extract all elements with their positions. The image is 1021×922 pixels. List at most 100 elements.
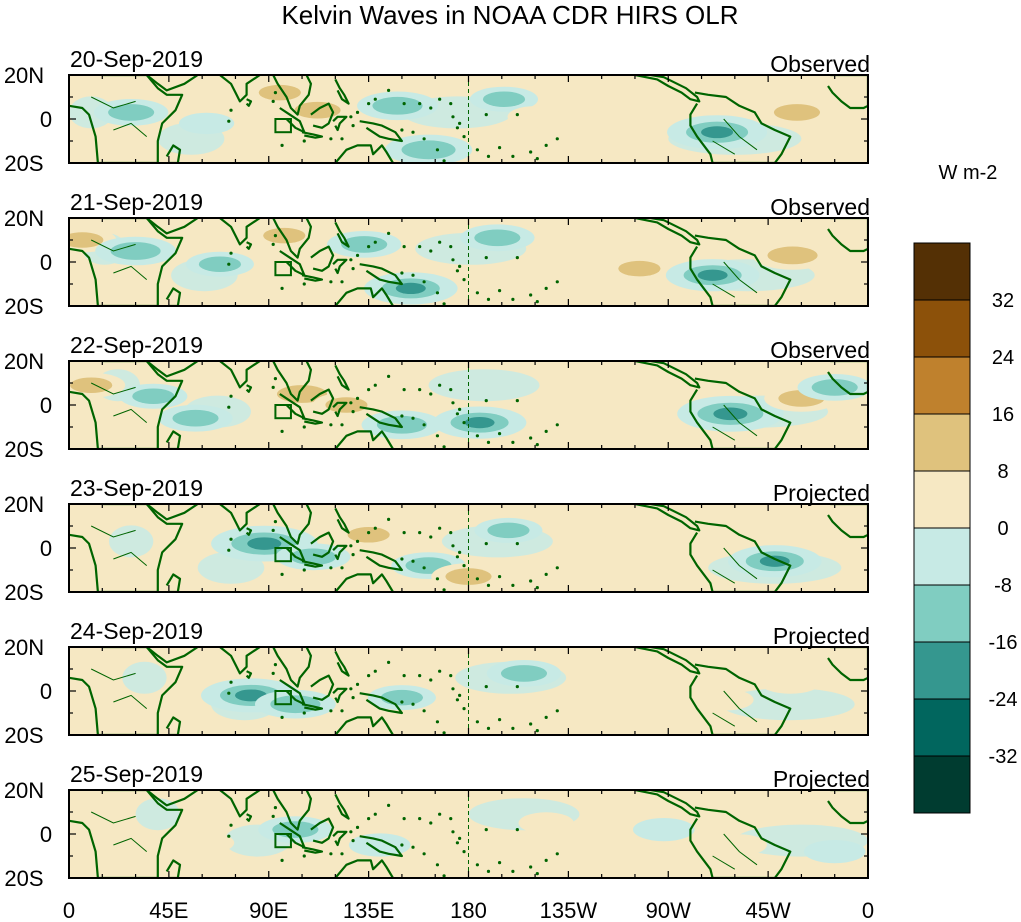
- anomaly-region: [179, 112, 235, 135]
- island-marker: [442, 874, 446, 878]
- anomaly-region: [341, 236, 388, 253]
- coastline-philippines: [334, 507, 350, 534]
- island-marker: [438, 526, 442, 530]
- coastline-westafrica: [827, 647, 868, 682]
- lat-label: 20S: [4, 437, 43, 462]
- lat-label: 0: [40, 679, 52, 704]
- island-marker: [373, 240, 377, 244]
- coastline-taiwan: [335, 350, 340, 357]
- island-marker: [449, 388, 453, 392]
- colorbar-swatch: [913, 470, 971, 529]
- island-marker: [227, 119, 231, 123]
- coastline-centralam: [634, 647, 701, 675]
- country-border: [90, 382, 136, 395]
- island-marker: [273, 520, 278, 524]
- island-marker: [411, 130, 415, 134]
- lon-label: 90E: [249, 898, 288, 922]
- lat-label: 20S: [4, 866, 43, 891]
- coastline-newguinea: [359, 120, 403, 143]
- island-marker: [402, 102, 406, 106]
- map-panel: 20N 0 20S 21-Sep-2019 Observed: [4, 189, 870, 319]
- anomaly-region: [395, 282, 426, 295]
- panel-date: 23-Sep-2019: [70, 475, 203, 501]
- island-marker: [387, 517, 391, 522]
- anomaly-region: [428, 369, 540, 402]
- panel-status: Projected: [773, 623, 870, 649]
- island-marker: [387, 660, 391, 665]
- anomaly-region: [518, 812, 574, 834]
- island-marker: [400, 557, 404, 561]
- island-marker: [535, 157, 539, 161]
- island-marker: [515, 256, 519, 260]
- island-marker: [449, 531, 453, 535]
- island-marker: [340, 280, 344, 284]
- island-marker: [455, 269, 460, 273]
- lat-label: 20N: [4, 206, 44, 231]
- island-marker: [402, 388, 406, 392]
- map-panel: 20N 0 20S 25-Sep-2019 Projected: [4, 761, 870, 891]
- island-marker: [402, 245, 406, 249]
- lat-label: 20N: [4, 778, 44, 803]
- island-marker: [340, 423, 344, 427]
- map-panel: 20N 0 20S 22-Sep-2019 Observed: [4, 332, 870, 462]
- panel-status: Projected: [773, 480, 870, 506]
- island-marker: [329, 852, 333, 856]
- coastlines: [69, 504, 868, 592]
- island-marker: [486, 440, 491, 444]
- country-border: [712, 283, 736, 298]
- region-box: [274, 118, 292, 134]
- anomaly-region: [376, 415, 427, 434]
- island-marker: [411, 559, 415, 563]
- region-box: [274, 690, 292, 706]
- coastline-philippines: [334, 221, 350, 248]
- coastline-java: [301, 560, 324, 568]
- island-marker: [429, 678, 433, 682]
- coastline-westafrica: [827, 75, 868, 110]
- colorbar-swatch: [913, 641, 971, 700]
- anomaly-region: [179, 832, 235, 854]
- island-marker: [555, 137, 559, 141]
- island-marker: [422, 566, 426, 570]
- island-marker: [418, 245, 422, 249]
- coastline-westafrica: [827, 361, 868, 396]
- island-marker: [515, 113, 519, 117]
- coastline-southam: [689, 806, 792, 878]
- island-marker: [449, 817, 453, 821]
- lat-label: 20N: [4, 635, 44, 660]
- coastline-sumatra: [279, 536, 306, 563]
- coastline-australia: [334, 287, 394, 306]
- coastline-centralam: [634, 790, 701, 818]
- anomaly-region: [759, 670, 822, 694]
- island-marker: [435, 434, 440, 438]
- coastline-borneo: [310, 817, 335, 844]
- island-marker: [515, 685, 519, 689]
- country-border: [113, 408, 148, 423]
- coastline-srilanka: [245, 241, 253, 250]
- map-panel: 20N 0 20S 23-Sep-2019 Projected: [4, 475, 870, 605]
- anomaly-region: [401, 140, 456, 160]
- island-marker: [387, 88, 391, 92]
- coastline-australia: [334, 716, 394, 735]
- coastline-arabia: [146, 790, 199, 807]
- island-marker: [442, 731, 446, 735]
- coastline-madagascar: [165, 573, 182, 592]
- island-marker: [271, 242, 275, 246]
- island-marker: [497, 289, 502, 293]
- country-border: [113, 122, 148, 137]
- island-marker: [340, 852, 344, 856]
- island-marker: [555, 280, 559, 284]
- island-marker: [367, 388, 371, 392]
- coastline-africa: [69, 75, 184, 163]
- coastline-taiwan: [335, 636, 340, 643]
- anomaly-region: [713, 407, 748, 421]
- lat-label: 0: [40, 536, 52, 561]
- island-marker: [422, 709, 426, 713]
- island-marker: [544, 143, 548, 147]
- island-marker: [329, 709, 333, 713]
- coastline-seasia: [272, 218, 312, 259]
- island-marker: [429, 535, 433, 539]
- coastline-java: [301, 703, 324, 711]
- anomaly-region: [122, 661, 167, 694]
- island-marker: [455, 555, 460, 559]
- anomaly-region: [542, 240, 599, 262]
